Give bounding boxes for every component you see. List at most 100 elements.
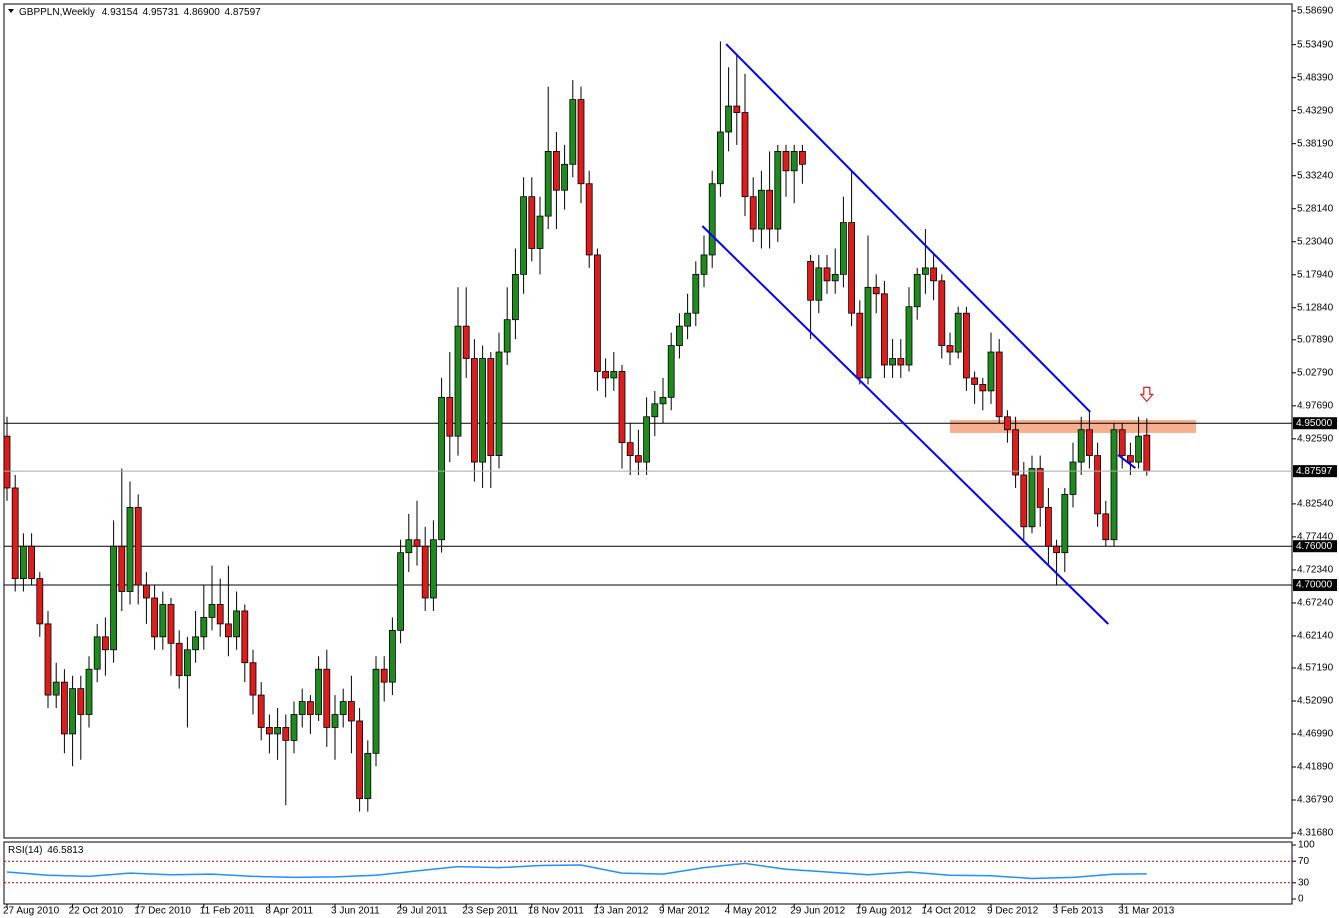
candle-body bbox=[487, 358, 495, 456]
y-tick-label: 4.92590 bbox=[1297, 433, 1334, 444]
bid-label: 4.87597 bbox=[1296, 466, 1333, 477]
candle-body bbox=[963, 312, 970, 379]
candle-body bbox=[397, 552, 405, 631]
candle-body bbox=[233, 610, 241, 638]
candle-body bbox=[216, 604, 224, 625]
candle-body bbox=[134, 506, 142, 586]
x-tick-label: 22 Oct 2010 bbox=[69, 906, 124, 917]
ohlc-high: 4.95731 bbox=[143, 7, 180, 18]
candle-body bbox=[200, 617, 208, 638]
y-tick-label: 4.67240 bbox=[1297, 598, 1334, 609]
y-tick-label: 5.28140 bbox=[1297, 203, 1334, 214]
candle-body bbox=[44, 623, 52, 696]
candle-body bbox=[626, 442, 634, 456]
candle-body bbox=[306, 701, 314, 715]
candle-body bbox=[749, 196, 757, 230]
candle-body bbox=[774, 150, 782, 230]
candle-body bbox=[388, 629, 396, 683]
candle-body bbox=[479, 358, 487, 463]
candle-body bbox=[708, 183, 716, 256]
y-tick-label: 4.31680 bbox=[1297, 828, 1334, 839]
candle-body bbox=[979, 383, 987, 392]
candle-body bbox=[110, 545, 117, 651]
candle-body bbox=[1102, 513, 1110, 541]
candle-body bbox=[1020, 474, 1028, 528]
candle-body bbox=[331, 714, 339, 728]
y-tick-label: 5.07890 bbox=[1297, 334, 1334, 345]
menu-triangle[interactable] bbox=[8, 9, 14, 13]
candle-body bbox=[413, 539, 421, 547]
y-tick-label: 4.82540 bbox=[1297, 499, 1334, 510]
candle-body bbox=[610, 371, 618, 379]
candle-body bbox=[159, 604, 167, 638]
candle-body bbox=[52, 681, 60, 696]
candle-body bbox=[823, 267, 831, 282]
rsi-tick-label: 70 bbox=[1298, 856, 1310, 867]
candle-body bbox=[364, 752, 372, 800]
candle-body bbox=[799, 150, 806, 165]
candle-body bbox=[553, 150, 560, 191]
candle-body bbox=[971, 377, 978, 385]
y-tick-label: 4.77440 bbox=[1297, 532, 1334, 543]
y-tick-label: 4.46990 bbox=[1297, 729, 1334, 740]
y-tick-label: 5.53490 bbox=[1297, 39, 1334, 50]
candle-body bbox=[446, 396, 454, 437]
trend-line bbox=[1117, 454, 1136, 469]
candle-body bbox=[946, 345, 954, 353]
candle-body bbox=[790, 150, 798, 172]
candle-body bbox=[495, 351, 503, 456]
x-tick-label: 13 Jan 2012 bbox=[593, 906, 648, 917]
candle-body bbox=[544, 150, 552, 217]
candle-body bbox=[1004, 416, 1011, 431]
candle-body bbox=[938, 280, 946, 346]
candle-body bbox=[347, 701, 355, 722]
rsi-value: 46.5813 bbox=[47, 845, 84, 856]
candle-body bbox=[77, 688, 85, 715]
candle-body bbox=[1012, 429, 1019, 476]
candle-body bbox=[503, 319, 511, 353]
x-tick-label: 23 Sep 2011 bbox=[462, 906, 518, 917]
candle-body bbox=[594, 254, 601, 372]
x-tick-label: 31 Mar 2013 bbox=[1118, 906, 1175, 917]
rsi-tick-label: 30 bbox=[1298, 877, 1310, 888]
trend-line bbox=[725, 43, 1091, 413]
y-tick-label: 5.23040 bbox=[1297, 236, 1334, 247]
candle-body bbox=[659, 396, 667, 405]
candle-body bbox=[208, 604, 216, 618]
candle-body bbox=[864, 286, 872, 379]
candle-body bbox=[1053, 545, 1060, 554]
candle-body bbox=[126, 506, 134, 592]
candle-body bbox=[913, 273, 921, 308]
y-tick-label: 5.17940 bbox=[1297, 269, 1334, 280]
rsi-tick-label: 100 bbox=[1298, 840, 1315, 851]
y-tick-label: 4.41890 bbox=[1297, 762, 1334, 773]
candle-body bbox=[758, 189, 765, 230]
candle-body bbox=[356, 720, 364, 800]
candle-body bbox=[282, 727, 290, 741]
candle-body bbox=[618, 371, 626, 444]
candle-body bbox=[725, 105, 732, 133]
y-tick-label: 5.02790 bbox=[1297, 367, 1334, 378]
candle-body bbox=[840, 222, 847, 275]
candle-body bbox=[676, 325, 683, 346]
candle-body bbox=[257, 694, 265, 728]
candle-body bbox=[167, 604, 175, 644]
x-tick-label: 9 Dec 2012 bbox=[987, 906, 1039, 917]
y-tick-label: 5.58690 bbox=[1297, 6, 1334, 17]
candle-body bbox=[987, 351, 995, 392]
candle-body bbox=[462, 325, 470, 359]
candle-body bbox=[651, 403, 659, 418]
candle-body bbox=[429, 539, 437, 599]
y-tick-label: 4.97690 bbox=[1297, 400, 1334, 411]
candle-body bbox=[339, 701, 347, 715]
y-tick-label: 5.43290 bbox=[1297, 105, 1334, 116]
y-tick-label: 4.52090 bbox=[1297, 696, 1334, 707]
x-tick-label: 29 Jul 2011 bbox=[397, 906, 448, 917]
x-tick-label: 3 Jun 2011 bbox=[331, 906, 380, 917]
x-tick-label: 9 Mar 2012 bbox=[659, 906, 710, 917]
y-tick-label: 4.57190 bbox=[1297, 663, 1334, 674]
candle-body bbox=[848, 222, 855, 314]
candle-body bbox=[782, 150, 790, 172]
down-arrow bbox=[1139, 386, 1155, 403]
